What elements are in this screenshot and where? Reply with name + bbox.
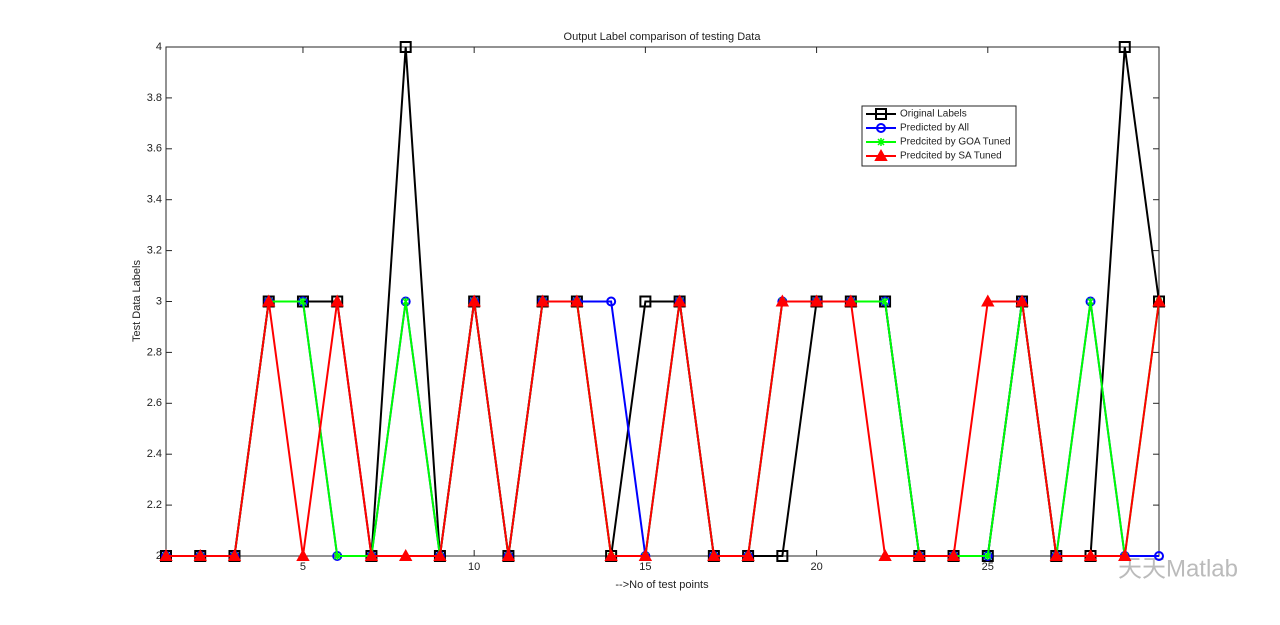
marker [501, 548, 516, 561]
y-tick-label: 2.6 [147, 397, 162, 409]
y-tick-label: 2.4 [147, 448, 162, 460]
chart-title: Output Label comparison of testing Data [564, 31, 762, 43]
marker [262, 294, 276, 307]
marker [535, 294, 550, 307]
y-tick-label: 3.4 [147, 194, 162, 206]
marker [981, 294, 995, 307]
x-tick-label: 10 [468, 561, 480, 573]
y-tick-label: 3.8 [147, 92, 162, 104]
marker [227, 548, 242, 561]
marker [296, 548, 310, 561]
marker [159, 548, 173, 561]
marker [1118, 548, 1132, 561]
x-tick-label: 15 [639, 561, 651, 573]
marker [874, 148, 888, 161]
marker [330, 294, 344, 307]
marker [707, 548, 721, 561]
marker [881, 297, 889, 306]
marker [946, 548, 961, 561]
marker [984, 552, 992, 560]
marker [398, 548, 413, 561]
marker [877, 138, 885, 146]
marker [433, 548, 447, 561]
marker [844, 294, 858, 307]
marker [1118, 41, 1131, 53]
marker [333, 552, 341, 560]
y-tick-label: 4 [156, 41, 162, 53]
marker [878, 548, 892, 561]
marker [776, 550, 789, 562]
marker [875, 108, 887, 120]
y-tick-label: 2 [156, 550, 162, 562]
marker [402, 297, 410, 306]
watermark: 天天Matlab [1118, 555, 1238, 582]
marker [604, 548, 618, 561]
x-tick-label: 25 [982, 561, 994, 573]
marker [193, 548, 207, 561]
marker [606, 296, 617, 307]
marker [1154, 551, 1164, 561]
marker [570, 294, 584, 307]
marker [775, 294, 790, 307]
legend-label: Predicted by All [900, 123, 969, 134]
y-axis-label: Test Data Labels [131, 260, 143, 342]
marker [1152, 294, 1166, 307]
marker [876, 123, 886, 133]
y-tick-label: 2.2 [147, 499, 162, 511]
y-tick-label: 3.6 [147, 143, 162, 155]
marker [1086, 297, 1095, 306]
x-tick-label: 5 [300, 561, 306, 573]
legend-label: Original Labels [900, 109, 967, 120]
marker [299, 297, 307, 306]
marker [741, 548, 755, 561]
marker [1049, 548, 1063, 561]
marker [638, 548, 653, 561]
y-tick-label: 3.2 [147, 245, 162, 257]
legend-label: Predcited by SA Tuned [900, 151, 1002, 162]
series-line [166, 300, 1160, 557]
marker [672, 294, 687, 307]
x-axis-label: -->No of test points [615, 579, 709, 591]
marker [467, 294, 481, 307]
marker [399, 41, 412, 53]
marker [364, 548, 379, 561]
marker [1083, 548, 1098, 561]
marker [912, 548, 927, 561]
x-tick-label: 20 [810, 561, 822, 573]
y-tick-label: 2.8 [147, 346, 162, 358]
legend-label: Predcited by GOA Tuned [900, 137, 1011, 148]
marker [639, 295, 652, 308]
y-tick-label: 3 [156, 295, 162, 307]
marker [809, 294, 824, 307]
marker [1015, 294, 1029, 307]
